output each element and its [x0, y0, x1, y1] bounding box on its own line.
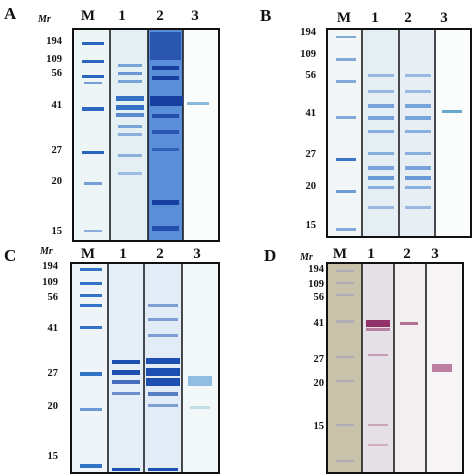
marker-tick-b-15: 15 — [305, 220, 317, 231]
marker-tick-c-27: 27 — [47, 368, 59, 379]
mr-label-d: Mr — [300, 252, 313, 263]
marker-tick-a-15: 15 — [51, 226, 63, 237]
lane-header-2-d: 2 — [403, 246, 411, 262]
marker-tick-a-194: 194 — [46, 36, 62, 47]
lane-header-1-d: 1 — [367, 246, 375, 262]
mr-label-a: Mr — [38, 14, 51, 25]
marker-tick-d-109: 109 — [308, 279, 324, 290]
marker-tick-c-109: 109 — [42, 277, 58, 288]
lane-header-1-c: 1 — [119, 246, 127, 262]
lane-header-m-d: M — [332, 246, 348, 262]
marker-tick-c-194: 194 — [42, 261, 58, 272]
lane-header-3-b: 3 — [440, 10, 448, 26]
gel-b — [326, 28, 472, 238]
lane-header-3-a: 3 — [191, 8, 199, 24]
lane-header-m-a: M — [80, 8, 96, 24]
panel-label-d: D — [264, 246, 277, 265]
marker-tick-d-27: 27 — [313, 354, 325, 365]
marker-tick-b-109: 109 — [300, 49, 316, 60]
marker-tick-c-15: 15 — [47, 451, 59, 462]
lane-header-3-c: 3 — [193, 246, 201, 262]
marker-tick-a-41: 41 — [51, 100, 63, 111]
panel-label-a: A — [4, 4, 17, 23]
marker-tick-a-56: 56 — [51, 68, 63, 79]
marker-tick-c-56: 56 — [47, 292, 59, 303]
lane-header-m-c: M — [80, 246, 96, 262]
gel-a — [72, 28, 220, 242]
marker-tick-b-56: 56 — [305, 70, 317, 81]
marker-tick-b-194: 194 — [300, 27, 316, 38]
marker-tick-a-27: 27 — [51, 145, 63, 156]
mr-label-c: Mr — [40, 246, 53, 257]
lane-header-m-b: M — [336, 10, 352, 26]
marker-tick-a-109: 109 — [46, 54, 62, 65]
lane-header-2-c: 2 — [156, 246, 164, 262]
lane-header-1-a: 1 — [118, 8, 126, 24]
panel-label-b: B — [260, 6, 272, 25]
marker-tick-b-27: 27 — [305, 149, 317, 160]
marker-tick-d-15: 15 — [313, 421, 325, 432]
marker-tick-d-194: 194 — [308, 264, 324, 275]
marker-tick-b-20: 20 — [305, 181, 317, 192]
lane-header-2-b: 2 — [404, 10, 412, 26]
marker-tick-c-20: 20 — [47, 401, 59, 412]
marker-tick-d-20: 20 — [313, 378, 325, 389]
lane-header-3-d: 3 — [431, 246, 439, 262]
blot-d — [326, 262, 464, 474]
marker-tick-c-41: 41 — [47, 323, 59, 334]
marker-tick-d-41: 41 — [313, 318, 325, 329]
lane-header-1-b: 1 — [371, 10, 379, 26]
marker-tick-a-20: 20 — [51, 176, 63, 187]
gel-c — [70, 262, 220, 474]
marker-tick-b-41: 41 — [305, 108, 317, 119]
marker-tick-d-56: 56 — [313, 292, 325, 303]
panel-label-c: C — [4, 246, 17, 265]
lane-header-2-a: 2 — [156, 8, 164, 24]
